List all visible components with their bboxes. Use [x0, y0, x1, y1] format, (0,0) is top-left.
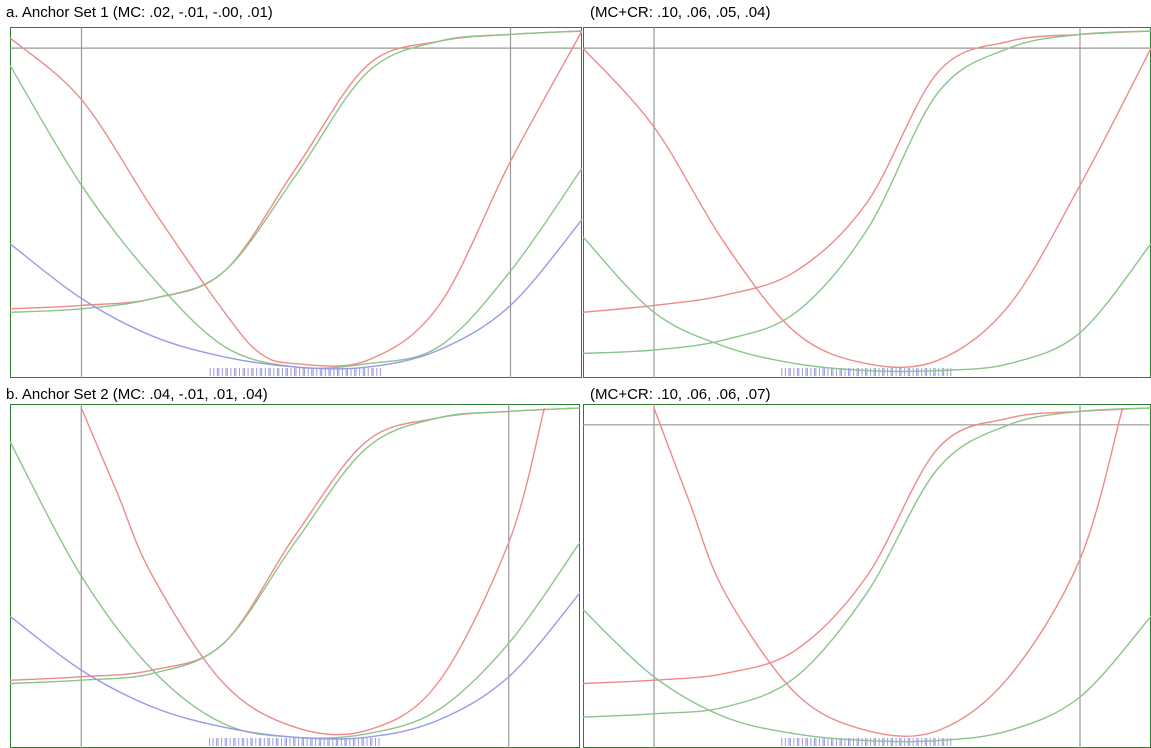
caption-a-left: a. Anchor Set 1 (MC: .02, -.01, -.00, .0… [6, 4, 273, 21]
series-line-green-1 [10, 30, 582, 313]
chart-svg-a-left [10, 27, 582, 378]
series-line-green-1 [583, 30, 1151, 355]
caption-b-left: b. Anchor Set 2 (MC: .04, -.01, .01, .04… [6, 386, 268, 403]
series-line-red-0 [583, 407, 1151, 685]
series-line-red-2 [583, 47, 1151, 369]
chart-svg-b-right [583, 404, 1151, 748]
series-line-blue-4 [10, 219, 582, 370]
chart-svg-a-right [583, 27, 1151, 378]
series-line-red-0 [583, 30, 1151, 313]
caption-a-right: (MC+CR: .10, .06, .05, .04) [590, 4, 771, 21]
series-line-green-1 [10, 407, 580, 685]
plot-frame [10, 404, 580, 748]
caption-b-right: (MC+CR: .10, .06, .06, .07) [590, 386, 771, 403]
series-line-green-3 [583, 609, 1151, 743]
plot-frame [10, 27, 582, 378]
series-line-blue-4 [10, 592, 580, 740]
chart-panel-a-left [10, 27, 582, 378]
series-line-red-2 [80, 407, 546, 736]
series-line-red-2 [653, 407, 1124, 737]
chart-panel-b-right [583, 404, 1151, 748]
series-line-red-2 [10, 30, 582, 367]
chart-panel-b-left [10, 404, 580, 748]
chart-svg-b-left [10, 404, 580, 748]
chart-panel-a-right [583, 27, 1151, 378]
series-line-green-1 [583, 407, 1151, 718]
series-line-green-3 [583, 236, 1151, 373]
